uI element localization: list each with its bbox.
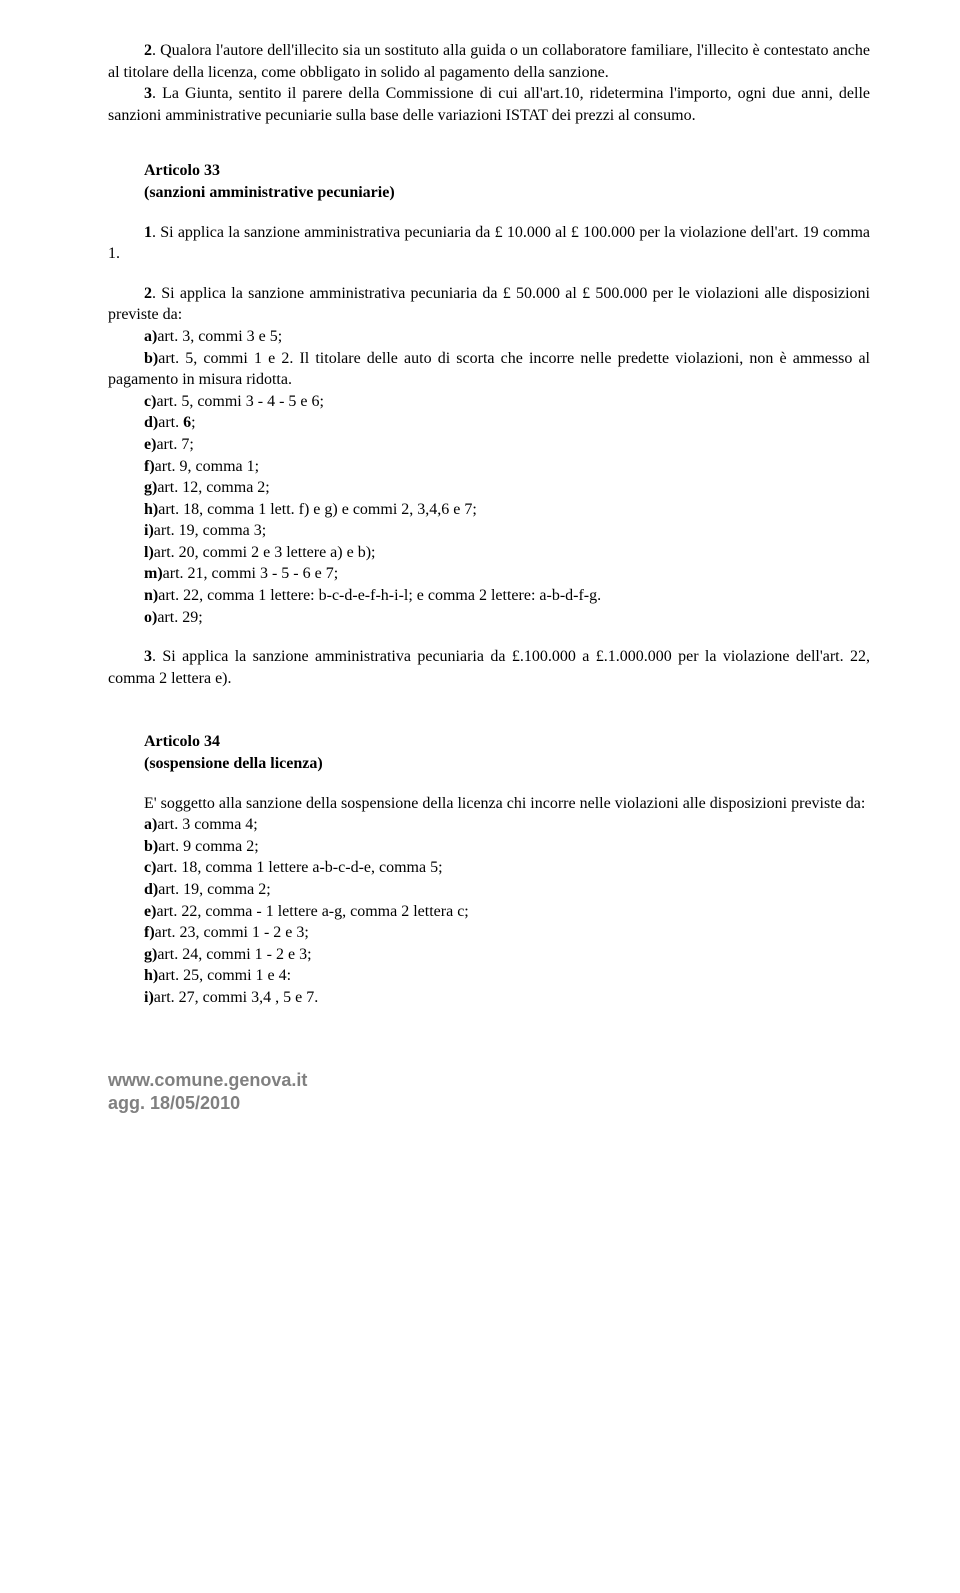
text-3: . La Giunta, sentito il parere della Com… [108,85,870,124]
li-o-bold: o) [144,609,157,626]
art34-item-d: d)art. 19, comma 2; [108,879,870,901]
li-i-bold: i) [144,522,154,539]
a34-li-d-text: art. 19, comma 2; [158,881,270,898]
li-d-text: art. [158,414,183,431]
a34-li-b-text: art. 9 comma 2; [158,838,258,855]
li-i-text: art. 19, comma 3; [154,522,266,539]
art33-item-b: b)art. 5, commi 1 e 2. Il titolare delle… [108,348,870,391]
li-d-bold2: 6 [183,414,191,431]
article-33-title: Articolo 33 [108,160,870,182]
a34-li-a-bold: a) [144,816,157,833]
li-e-bold: e) [144,436,156,453]
num-2: 2 [144,42,152,59]
art33-item-h: h)art. 18, comma 1 lett. f) e g) e commi… [108,499,870,521]
a34-li-d-bold: d) [144,881,158,898]
art34-item-g: g)art. 24, commi 1 - 2 e 3; [108,944,870,966]
art34-item-c: c)art. 18, comma 1 lettere a-b-c-d-e, co… [108,857,870,879]
art34-p1: E' soggetto alla sanzione della sospensi… [108,793,870,815]
li-m-bold: m) [144,565,163,582]
art34-item-h: h)art. 25, commi 1 e 4: [108,965,870,987]
num-3: 3 [144,85,152,102]
li-h-bold: h) [144,501,158,518]
li-h-text: art. 18, comma 1 lett. f) e g) e commi 2… [158,501,477,518]
art33-item-i: i)art. 19, comma 3; [108,520,870,542]
art34-item-e: e)art. 22, comma - 1 lettere a-g, comma … [108,901,870,923]
art33-p3-text: . Si applica la sanzione amministrativa … [108,648,870,687]
art33-item-a: a)art. 3, commi 3 e 5; [108,326,870,348]
a34-li-h-bold: h) [144,967,158,984]
art33-item-d: d)art. 6; [108,412,870,434]
li-b-text: art. 5, commi 1 e 2. Il titolare delle a… [108,350,870,389]
li-l-text: art. 20, commi 2 e 3 lettere a) e b); [154,544,376,561]
art33-p1: 1. Si applica la sanzione amministrativa… [108,222,870,265]
art33-item-o: o)art. 29; [108,607,870,629]
art33-p3: 3. Si applica la sanzione amministrativa… [108,646,870,689]
a34-li-e-text: art. 22, comma - 1 lettere a-g, comma 2 … [156,903,468,920]
li-l-bold: l) [144,544,154,561]
li-c-text: art. 5, commi 3 - 4 - 5 e 6; [156,393,324,410]
li-a-bold: a) [144,328,157,345]
a34-li-a-text: art. 3 comma 4; [157,816,257,833]
li-g-bold: g) [144,479,157,496]
article-34-subtitle: (sospensione della licenza) [108,753,870,775]
art33-item-n: n)art. 22, comma 1 lettere: b-c-d-e-f-h-… [108,585,870,607]
art34-item-i: i)art. 27, commi 3,4 , 5 e 7. [108,987,870,1009]
li-d-bold: d) [144,414,158,431]
li-o-text: art. 29; [157,609,202,626]
art34-item-b: b)art. 9 comma 2; [108,836,870,858]
page-footer: www.comune.genova.it agg. 18/05/2010 [108,1069,870,1116]
art33-p2-num: 2 [144,285,152,302]
li-c-bold: c) [144,393,156,410]
art33-item-e: e)art. 7; [108,434,870,456]
art33-p2: 2. Si applica la sanzione amministrativa… [108,283,870,326]
li-e-text: art. 7; [156,436,193,453]
art33-item-f: f)art. 9, comma 1; [108,456,870,478]
footer-date: agg. 18/05/2010 [108,1092,870,1115]
li-f-text: art. 9, comma 1; [155,458,259,475]
a34-li-i-bold: i) [144,989,154,1006]
text-2: . Qualora l'autore dell'illecito sia un … [108,42,870,81]
a34-li-h-text: art. 25, commi 1 e 4: [158,967,291,984]
art33-item-c: c)art. 5, commi 3 - 4 - 5 e 6; [108,391,870,413]
paragraph-2: 2. Qualora l'autore dell'illecito sia un… [108,40,870,83]
article-33-subtitle: (sanzioni amministrative pecuniarie) [108,182,870,204]
li-b-bold: b) [144,350,158,367]
art33-item-g: g)art. 12, comma 2; [108,477,870,499]
li-n-bold: n) [144,587,158,604]
a34-li-g-text: art. 24, commi 1 - 2 e 3; [157,946,311,963]
art34-item-a: a)art. 3 comma 4; [108,814,870,836]
art33-item-m: m)art. 21, commi 3 - 5 - 6 e 7; [108,563,870,585]
art33-p1-text: . Si applica la sanzione amministrativa … [108,224,870,263]
a34-li-c-bold: c) [144,859,156,876]
li-g-text: art. 12, comma 2; [157,479,269,496]
art34-item-f: f)art. 23, commi 1 - 2 e 3; [108,922,870,944]
a34-li-e-bold: e) [144,903,156,920]
art33-p1-num: 1 [144,224,152,241]
li-n-text: art. 22, comma 1 lettere: b-c-d-e-f-h-i-… [158,587,601,604]
li-d-text2: ; [191,414,195,431]
a34-li-g-bold: g) [144,946,157,963]
art33-p3-num: 3 [144,648,152,665]
paragraph-3: 3. La Giunta, sentito il parere della Co… [108,83,870,126]
art33-item-l: l)art. 20, commi 2 e 3 lettere a) e b); [108,542,870,564]
a34-li-f-bold: f) [144,924,155,941]
art33-p2-text: . Si applica la sanzione amministrativa … [108,285,870,324]
a34-li-i-text: art. 27, commi 3,4 , 5 e 7. [154,989,318,1006]
article-34-title: Articolo 34 [108,731,870,753]
a34-li-b-bold: b) [144,838,158,855]
li-a-text: art. 3, commi 3 e 5; [157,328,282,345]
footer-url: www.comune.genova.it [108,1069,870,1092]
a34-li-f-text: art. 23, commi 1 - 2 e 3; [155,924,309,941]
li-m-text: art. 21, commi 3 - 5 - 6 e 7; [163,565,339,582]
li-f-bold: f) [144,458,155,475]
a34-li-c-text: art. 18, comma 1 lettere a-b-c-d-e, comm… [156,859,442,876]
